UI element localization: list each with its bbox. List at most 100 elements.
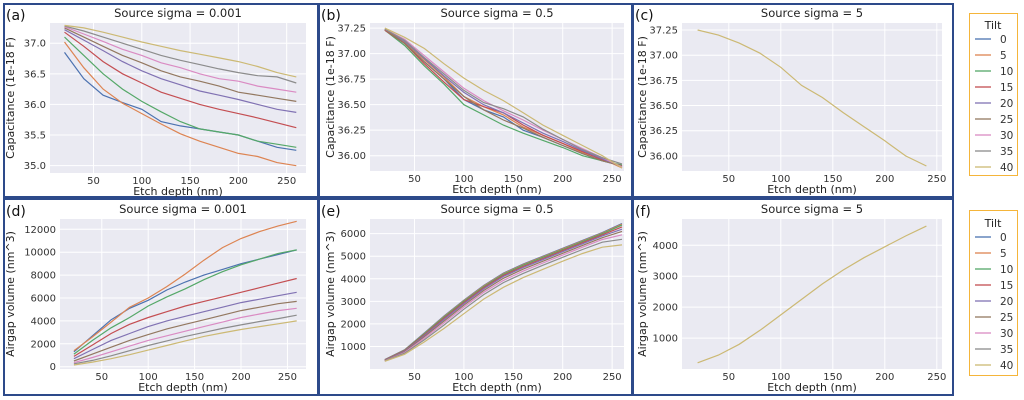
series-line-tilt-15 bbox=[73, 277, 297, 357]
y-tick-label: 36.75 bbox=[649, 76, 678, 87]
y-axis-label: Capacitance (1e-18 F) bbox=[636, 36, 649, 158]
y-tick-label: 1000 bbox=[341, 342, 366, 353]
y-tick-label: 4000 bbox=[653, 241, 678, 252]
series-line-tilt-10 bbox=[64, 36, 297, 148]
series-line-tilt-40 bbox=[73, 320, 297, 366]
chart-panel-e: 50 100 150 200 250 1000 2000 3000 4000 5000 6000 So… bbox=[321, 202, 624, 394]
series-line-tilt-25 bbox=[73, 300, 297, 362]
x-tick-label: 100 bbox=[771, 174, 790, 185]
x-tick-label: 250 bbox=[603, 372, 622, 383]
x-tick-label: 150 bbox=[823, 174, 842, 185]
series-line-tilt-35 bbox=[384, 28, 623, 165]
series-line-tilt-25 bbox=[384, 230, 623, 362]
legend-top: Tilt 0 5 10 15 20 25 30 35 40 bbox=[975, 19, 1013, 174]
x-tick-label: 100 bbox=[139, 372, 158, 383]
legend-entry: 35 bbox=[1000, 146, 1013, 158]
chart-panel-a: 50 100 150 200 250 35.0 35.5 36.0 36.5 37.0 Source… bbox=[4, 6, 306, 198]
x-tick-label: 200 bbox=[553, 174, 572, 185]
y-tick-label: 36.50 bbox=[337, 100, 366, 111]
x-tick-label: 150 bbox=[185, 372, 204, 383]
series-line-tilt-15 bbox=[384, 226, 623, 361]
y-tick-label: 37.25 bbox=[649, 26, 678, 37]
y-tick-label: 4000 bbox=[341, 274, 366, 285]
x-axis-label: Etch depth (nm) bbox=[138, 381, 228, 394]
y-tick-label: 36.75 bbox=[337, 75, 366, 86]
y-axis-label: Airgap volume (nm^3) bbox=[4, 231, 17, 357]
series-line-tilt-5 bbox=[73, 220, 297, 352]
series-line-tilt-25 bbox=[64, 27, 297, 102]
legend-frame-top bbox=[969, 13, 1018, 176]
legend-entry: 0 bbox=[1000, 232, 1007, 244]
series-line-tilt-10 bbox=[384, 224, 623, 361]
series-line-tilt-40 bbox=[697, 225, 927, 364]
series-line-tilt-30 bbox=[64, 26, 297, 93]
series-line-tilt-30 bbox=[384, 234, 623, 362]
legend-entry: 15 bbox=[1000, 280, 1013, 292]
series-line-tilt-20 bbox=[73, 291, 297, 360]
y-tick-label: 2000 bbox=[31, 339, 56, 350]
chart-title: Source sigma = 0.001 bbox=[114, 6, 242, 20]
x-tick-label: 250 bbox=[603, 174, 622, 185]
x-tick-label: 50 bbox=[95, 372, 108, 383]
legend-entry: 20 bbox=[1000, 98, 1013, 110]
y-axis-label: Airgap volume (nm^3) bbox=[636, 231, 649, 357]
y-tick-label: 36.25 bbox=[649, 126, 678, 137]
y-tick-label: 4000 bbox=[31, 316, 56, 327]
legend-entry: 10 bbox=[1000, 66, 1013, 78]
legend-title: Tilt bbox=[984, 217, 1002, 230]
legend-bottom: Tilt 0 5 10 15 20 25 30 35 40 bbox=[975, 217, 1013, 372]
y-tick-label: 36.00 bbox=[337, 151, 366, 162]
y-tick-label: 12000 bbox=[24, 225, 56, 236]
series-line-tilt-40 bbox=[697, 29, 927, 167]
y-tick-label: 2000 bbox=[653, 303, 678, 314]
panel-frame-f bbox=[632, 198, 954, 396]
x-tick-label: 250 bbox=[927, 174, 946, 185]
legend-title: Tilt bbox=[984, 19, 1002, 32]
series-line-tilt-20 bbox=[384, 228, 623, 361]
legend-entry: 30 bbox=[1000, 130, 1013, 142]
series-line-tilt-10 bbox=[73, 249, 297, 355]
plot-area bbox=[682, 219, 942, 369]
y-tick-label: 35.5 bbox=[24, 131, 46, 142]
chart-panel-d: 50 100 150 200 250 0 2000 4000 6000 8000 10000 1200… bbox=[4, 202, 306, 394]
y-tick-label: 5000 bbox=[341, 252, 366, 263]
x-axis-label: Etch depth (nm) bbox=[767, 381, 857, 394]
panel-label: (f) bbox=[635, 204, 651, 220]
y-axis-label: Capacitance (1e-18 F) bbox=[324, 36, 337, 158]
panel-label: (e) bbox=[321, 204, 341, 220]
x-tick-label: 50 bbox=[87, 176, 100, 187]
chart-title: Source sigma = 0.5 bbox=[440, 202, 553, 216]
series-line-tilt-25 bbox=[384, 28, 623, 167]
y-tick-label: 2000 bbox=[341, 319, 366, 330]
plot-area bbox=[682, 23, 942, 171]
series-line-tilt-40 bbox=[64, 24, 297, 78]
x-tick-label: 200 bbox=[553, 372, 572, 383]
series-line-tilt-40 bbox=[384, 244, 623, 362]
chart-title: Source sigma = 5 bbox=[761, 6, 863, 20]
legend-entry: 5 bbox=[1000, 248, 1007, 260]
x-tick-label: 200 bbox=[875, 174, 894, 185]
y-tick-label: 36.5 bbox=[24, 69, 46, 80]
series-line-tilt-30 bbox=[384, 28, 623, 168]
panel-label: (c) bbox=[635, 8, 654, 24]
legend-entry: 40 bbox=[1000, 162, 1013, 174]
legend-entry: 10 bbox=[1000, 264, 1013, 276]
x-axis-label: Etch depth (nm) bbox=[133, 185, 223, 198]
chart-panel-b: 50 100 150 200 250 36.00 36.25 36.50 36.75 37.00 3… bbox=[321, 6, 624, 196]
x-tick-label: 250 bbox=[927, 372, 946, 383]
legend-entry: 15 bbox=[1000, 82, 1013, 94]
y-tick-label: 37.00 bbox=[649, 51, 678, 62]
y-tick-label: 1000 bbox=[653, 334, 678, 345]
x-axis-label: Etch depth (nm) bbox=[767, 183, 857, 196]
series-line-tilt-15 bbox=[64, 31, 297, 129]
y-tick-label: 3000 bbox=[653, 272, 678, 283]
y-tick-label: 37.00 bbox=[337, 49, 366, 60]
x-tick-label: 100 bbox=[454, 174, 473, 185]
y-tick-label: 6000 bbox=[31, 294, 56, 305]
series-line-tilt-20 bbox=[384, 28, 623, 168]
series-line-tilt-10 bbox=[384, 29, 623, 166]
x-tick-label: 100 bbox=[771, 372, 790, 383]
legend-entry: 35 bbox=[1000, 344, 1013, 356]
panel-frame-c bbox=[632, 3, 954, 198]
x-tick-label: 100 bbox=[454, 372, 473, 383]
